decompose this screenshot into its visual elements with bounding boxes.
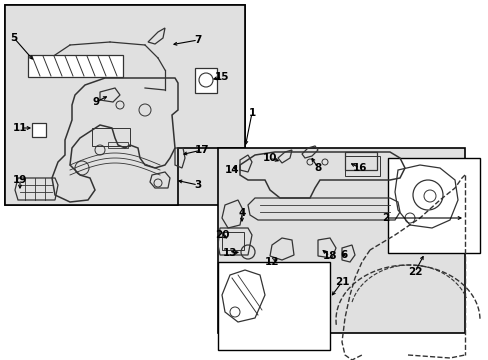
Bar xyxy=(222,232,244,250)
Text: 17: 17 xyxy=(194,145,209,155)
Text: 18: 18 xyxy=(322,251,337,261)
Bar xyxy=(345,156,379,176)
Text: 11: 11 xyxy=(13,123,27,133)
Text: 2: 2 xyxy=(382,213,389,223)
Bar xyxy=(218,148,464,333)
Text: 12: 12 xyxy=(264,257,279,267)
Text: 15: 15 xyxy=(214,72,229,82)
Text: 6: 6 xyxy=(340,250,347,260)
Text: 13: 13 xyxy=(223,248,237,258)
Bar xyxy=(32,123,46,137)
Text: 7: 7 xyxy=(194,35,201,45)
Bar xyxy=(345,152,376,170)
Text: 22: 22 xyxy=(407,267,421,277)
Text: 10: 10 xyxy=(262,153,277,163)
Bar xyxy=(28,55,123,77)
Bar xyxy=(92,128,130,146)
Text: 19: 19 xyxy=(13,175,27,185)
Text: 20: 20 xyxy=(214,230,229,240)
Text: 3: 3 xyxy=(194,180,201,190)
Text: 9: 9 xyxy=(92,97,100,107)
Text: 8: 8 xyxy=(314,163,321,173)
Polygon shape xyxy=(5,5,244,205)
Bar xyxy=(218,262,329,350)
Bar xyxy=(387,158,479,253)
Text: 4: 4 xyxy=(238,208,245,218)
Text: 14: 14 xyxy=(224,165,239,175)
Bar xyxy=(5,5,244,205)
Text: 21: 21 xyxy=(334,277,348,287)
Bar xyxy=(108,142,128,148)
Text: 16: 16 xyxy=(352,163,366,173)
Text: 5: 5 xyxy=(10,33,18,43)
Bar xyxy=(195,68,217,93)
Text: 1: 1 xyxy=(248,108,255,118)
